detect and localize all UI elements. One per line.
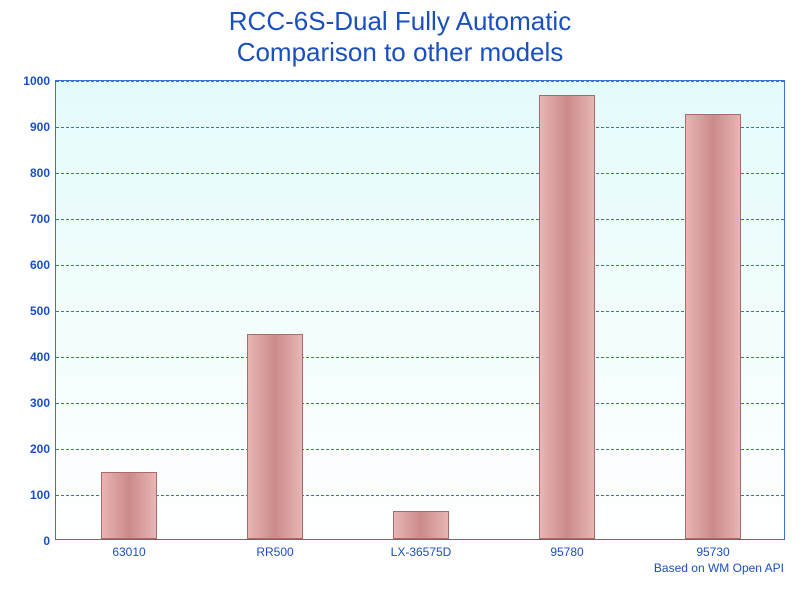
x-tick-label: 95780: [550, 545, 583, 559]
y-tick-label: 1000: [23, 74, 50, 88]
chart-title-line2: Comparison to other models: [237, 37, 564, 67]
y-tick-label: 300: [30, 396, 50, 410]
gridline: [56, 403, 784, 404]
x-tick-label: 63010: [112, 545, 145, 559]
y-tick-label: 800: [30, 166, 50, 180]
chart-title-line1: RCC-6S-Dual Fully Automatic: [229, 6, 571, 36]
gridline: [56, 173, 784, 174]
chart-title: RCC-6S-Dual Fully Automatic Comparison t…: [0, 0, 800, 68]
x-tick-label: LX-36575D: [391, 545, 452, 559]
bar: [101, 472, 156, 539]
y-tick-label: 900: [30, 120, 50, 134]
x-tick-label: 95730: [696, 545, 729, 559]
y-tick-label: 200: [30, 442, 50, 456]
gridline: [56, 495, 784, 496]
x-tick-label: RR500: [256, 545, 293, 559]
y-tick-label: 100: [30, 488, 50, 502]
bar: [539, 95, 594, 539]
footnote: Based on WM Open API: [654, 561, 784, 575]
y-tick-label: 700: [30, 212, 50, 226]
bar: [247, 334, 302, 539]
gridline: [56, 127, 784, 128]
y-tick-label: 400: [30, 350, 50, 364]
y-tick-label: 600: [30, 258, 50, 272]
bar: [393, 511, 448, 539]
gridline: [56, 81, 784, 82]
gridline: [56, 219, 784, 220]
y-tick-label: 500: [30, 304, 50, 318]
gridline: [56, 311, 784, 312]
gridline: [56, 449, 784, 450]
bar: [685, 114, 740, 540]
y-tick-label: 0: [43, 534, 50, 548]
plot-area: 0100200300400500600700800900100063010RR5…: [55, 80, 785, 540]
gridline: [56, 357, 784, 358]
gridline: [56, 265, 784, 266]
